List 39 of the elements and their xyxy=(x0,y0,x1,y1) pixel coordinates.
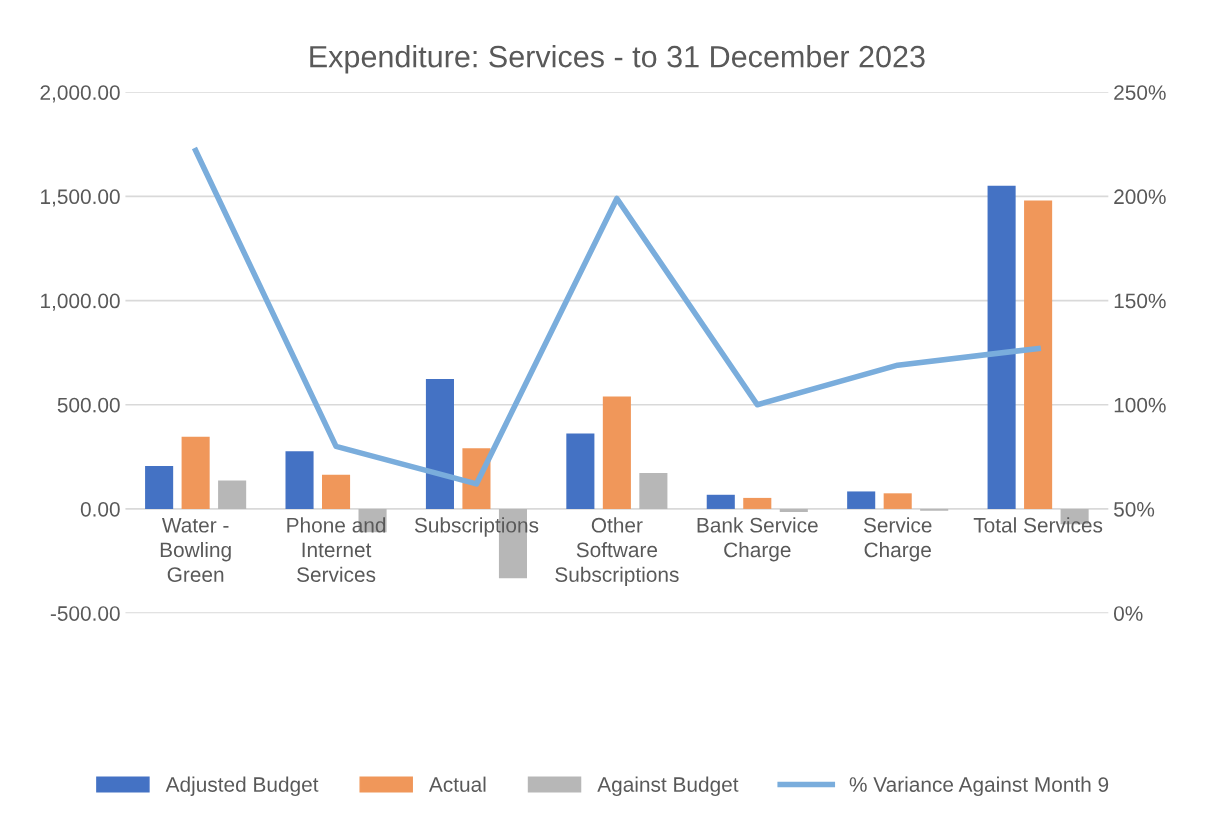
x-tick-label: Water - Bowling Green xyxy=(160,518,231,582)
chart-title: Expenditure: Services - to 31 December 2023 xyxy=(310,45,925,74)
x-tick-label: Bank Service Charge xyxy=(697,517,818,562)
y2-tick-label: 200% xyxy=(1114,189,1166,205)
y-tick-label: 2,000.00 xyxy=(40,85,120,103)
y-tick-label: 0.00 xyxy=(80,501,120,517)
bar xyxy=(322,474,351,509)
legend-label: Against Budget xyxy=(597,776,739,797)
bar xyxy=(987,185,1016,509)
bar xyxy=(706,494,735,509)
y-tick-label: 1,500.00 xyxy=(41,189,120,207)
bar xyxy=(566,433,595,509)
legend-label: Adjusted Budget xyxy=(165,776,319,797)
x-tick-label: Service Charge xyxy=(863,517,932,562)
bar xyxy=(602,396,631,509)
y-tick-label: 1,000.00 xyxy=(41,293,120,311)
y-tick-label: 500.00 xyxy=(57,397,120,413)
bar xyxy=(883,493,912,509)
bar xyxy=(285,451,314,509)
y2-tick-label: 100% xyxy=(1114,397,1166,413)
y2-tick-label: 150% xyxy=(1114,293,1166,309)
bar xyxy=(639,472,668,509)
x-tick-label: Other Software Subscriptions xyxy=(555,517,679,587)
legend-label: % Variance Against Month 9 xyxy=(849,776,1109,797)
x-tick-label: Total Services xyxy=(973,517,1103,533)
y2-tick-label: 250% xyxy=(1114,85,1166,100)
bar xyxy=(425,379,454,509)
bar xyxy=(847,491,876,509)
bar xyxy=(743,497,772,509)
bar xyxy=(779,508,808,513)
bar xyxy=(145,466,174,509)
y2-tick-label: 0% xyxy=(1113,606,1143,621)
bar xyxy=(1024,200,1053,509)
y2-tick-label: 50% xyxy=(1114,501,1155,517)
x-tick-label: Subscriptions xyxy=(414,517,539,537)
bar xyxy=(181,436,210,509)
bar xyxy=(218,480,247,509)
y-tick-label: -500.00 xyxy=(50,606,120,621)
legend-label: Actual xyxy=(428,776,486,792)
